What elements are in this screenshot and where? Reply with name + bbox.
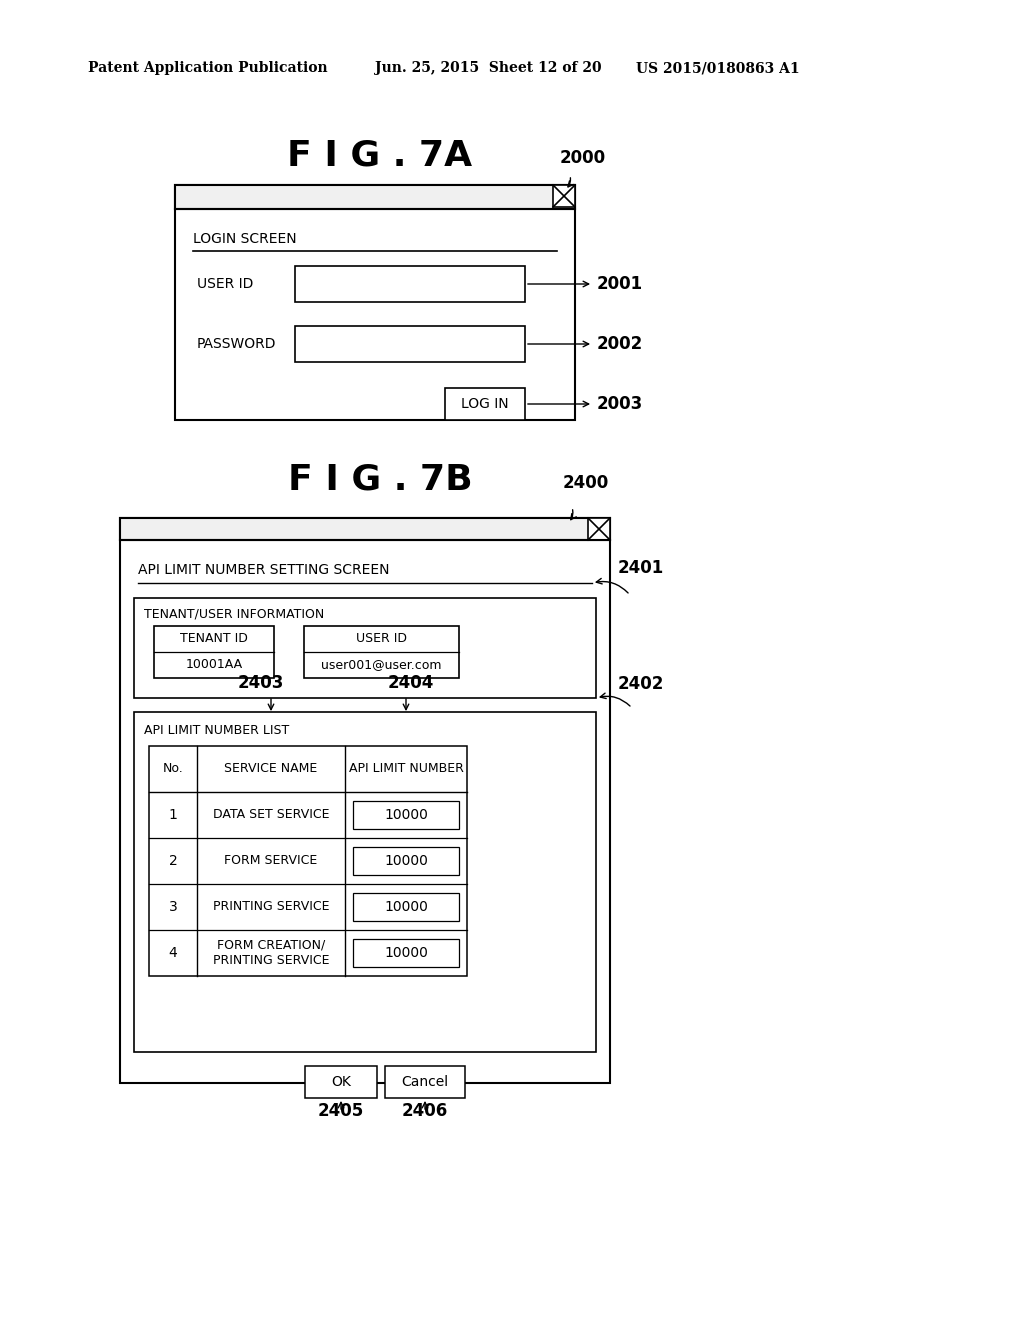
Text: F I G . 7B: F I G . 7B <box>288 463 472 498</box>
Text: USER ID: USER ID <box>355 632 407 645</box>
Text: FORM SERVICE: FORM SERVICE <box>224 854 317 867</box>
Text: 2402: 2402 <box>618 675 665 693</box>
Bar <box>445 388 525 420</box>
Text: LOG IN: LOG IN <box>461 397 509 411</box>
Bar <box>295 326 525 362</box>
Bar <box>553 185 575 207</box>
Bar <box>134 711 596 1052</box>
Bar <box>305 1067 377 1098</box>
Bar <box>353 894 459 921</box>
Text: 2000: 2000 <box>560 149 606 168</box>
Text: US 2015/0180863 A1: US 2015/0180863 A1 <box>636 61 800 75</box>
Text: F I G . 7A: F I G . 7A <box>288 139 472 172</box>
Bar <box>175 185 575 420</box>
Bar <box>588 517 610 540</box>
Bar <box>385 1067 465 1098</box>
Text: Cancel: Cancel <box>401 1074 449 1089</box>
Text: PRINTING SERVICE: PRINTING SERVICE <box>213 900 330 913</box>
Text: Jun. 25, 2015  Sheet 12 of 20: Jun. 25, 2015 Sheet 12 of 20 <box>375 61 602 75</box>
Text: 2406: 2406 <box>401 1102 449 1119</box>
Text: PASSWORD: PASSWORD <box>197 337 276 351</box>
Text: USER ID: USER ID <box>197 277 253 290</box>
Text: 10000: 10000 <box>384 808 428 822</box>
Text: 2: 2 <box>169 854 177 869</box>
Text: OK: OK <box>331 1074 351 1089</box>
Text: LOGIN SCREEN: LOGIN SCREEN <box>193 232 297 246</box>
Text: 10001AA: 10001AA <box>185 659 243 672</box>
Text: API LIMIT NUMBER LIST: API LIMIT NUMBER LIST <box>144 723 289 737</box>
Bar <box>295 267 525 302</box>
Text: 2003: 2003 <box>597 395 643 413</box>
Text: 2001: 2001 <box>597 275 643 293</box>
Text: 2400: 2400 <box>563 474 609 492</box>
Bar <box>120 517 610 540</box>
Text: 10000: 10000 <box>384 854 428 869</box>
Text: 10000: 10000 <box>384 946 428 960</box>
Text: user001@user.com: user001@user.com <box>321 659 441 672</box>
Text: 3: 3 <box>169 900 177 913</box>
Bar <box>120 517 610 1082</box>
Text: 4: 4 <box>169 946 177 960</box>
Bar <box>353 939 459 968</box>
Bar <box>304 626 459 678</box>
Text: 2403: 2403 <box>238 675 285 692</box>
Text: TENANT/USER INFORMATION: TENANT/USER INFORMATION <box>144 607 325 620</box>
Text: DATA SET SERVICE: DATA SET SERVICE <box>213 808 330 821</box>
Text: FORM CREATION/
PRINTING SERVICE: FORM CREATION/ PRINTING SERVICE <box>213 939 330 968</box>
Text: 2405: 2405 <box>317 1102 365 1119</box>
Text: 10000: 10000 <box>384 900 428 913</box>
Text: SERVICE NAME: SERVICE NAME <box>224 763 317 776</box>
Text: 2002: 2002 <box>597 335 643 352</box>
Text: Patent Application Publication: Patent Application Publication <box>88 61 328 75</box>
Bar <box>353 847 459 875</box>
Bar <box>353 801 459 829</box>
Text: TENANT ID: TENANT ID <box>180 632 248 645</box>
Text: 2404: 2404 <box>388 675 434 692</box>
Bar <box>150 746 467 975</box>
Text: No.: No. <box>163 763 183 776</box>
Text: API LIMIT NUMBER SETTING SCREEN: API LIMIT NUMBER SETTING SCREEN <box>138 564 389 577</box>
Bar <box>175 185 575 209</box>
Text: 1: 1 <box>169 808 177 822</box>
Text: API LIMIT NUMBER: API LIMIT NUMBER <box>348 763 464 776</box>
Bar <box>134 598 596 698</box>
Text: 2401: 2401 <box>618 558 665 577</box>
Bar <box>154 626 274 678</box>
